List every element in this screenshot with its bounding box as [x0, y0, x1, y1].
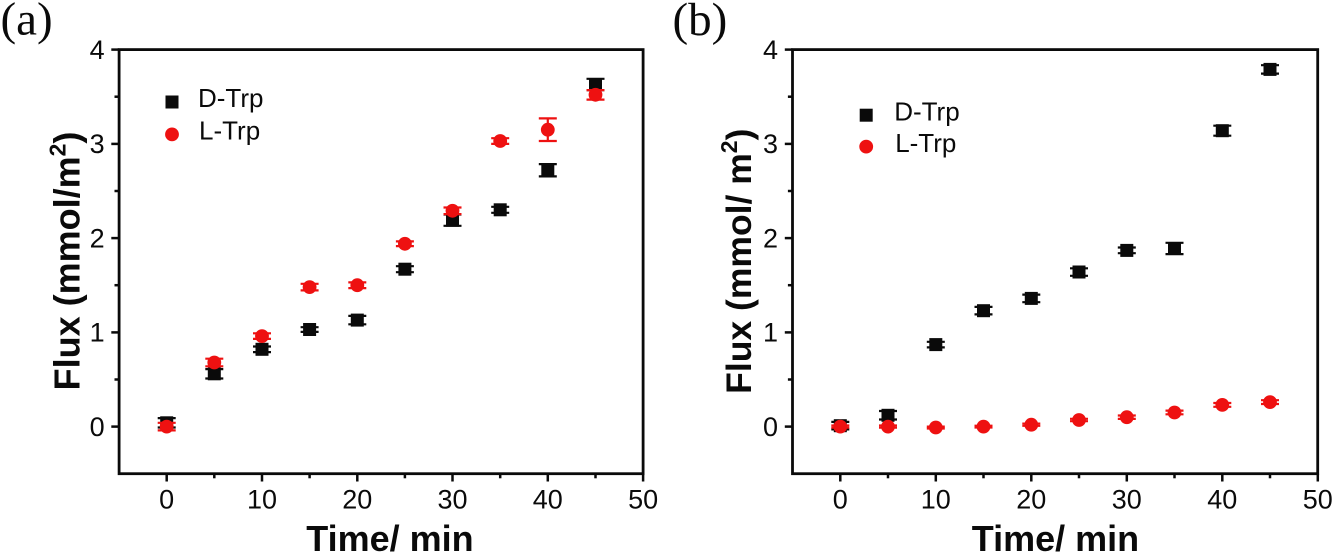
svg-text:4: 4 [90, 35, 105, 65]
svg-text:4: 4 [763, 35, 778, 65]
svg-text:1: 1 [763, 318, 778, 348]
svg-text:0: 0 [763, 412, 778, 442]
svg-text:50: 50 [628, 485, 658, 515]
svg-text:Time/ min: Time/ min [972, 518, 1139, 552]
svg-text:40: 40 [533, 485, 563, 515]
svg-text:40: 40 [1207, 485, 1237, 515]
svg-text:0: 0 [159, 485, 174, 515]
svg-text:50: 50 [1303, 485, 1332, 515]
svg-text:10: 10 [247, 485, 277, 515]
svg-text:L-Trp: L-Trp [199, 115, 260, 145]
svg-text:Flux (mmol/ m2): Flux (mmol/ m2) [716, 129, 759, 394]
svg-text:Flux (mmol/m2): Flux (mmol/m2) [45, 132, 88, 391]
svg-text:2: 2 [763, 223, 778, 253]
svg-text:2: 2 [90, 223, 105, 253]
svg-text:20: 20 [1016, 485, 1046, 515]
svg-text:30: 30 [437, 485, 467, 515]
svg-text:3: 3 [763, 129, 778, 159]
svg-text:L-Trp: L-Trp [895, 128, 956, 158]
svg-text:(a): (a) [1, 0, 53, 46]
svg-text:1: 1 [90, 318, 105, 348]
svg-text:D-Trp: D-Trp [894, 97, 959, 127]
svg-text:(b): (b) [673, 0, 728, 46]
svg-text:20: 20 [342, 485, 372, 515]
svg-text:3: 3 [90, 129, 105, 159]
svg-text:Time/ min: Time/ min [306, 518, 473, 552]
svg-text:10: 10 [921, 485, 951, 515]
svg-text:0: 0 [833, 485, 848, 515]
svg-text:30: 30 [1112, 485, 1142, 515]
svg-text:D-Trp: D-Trp [198, 83, 263, 113]
svg-text:0: 0 [90, 412, 105, 442]
